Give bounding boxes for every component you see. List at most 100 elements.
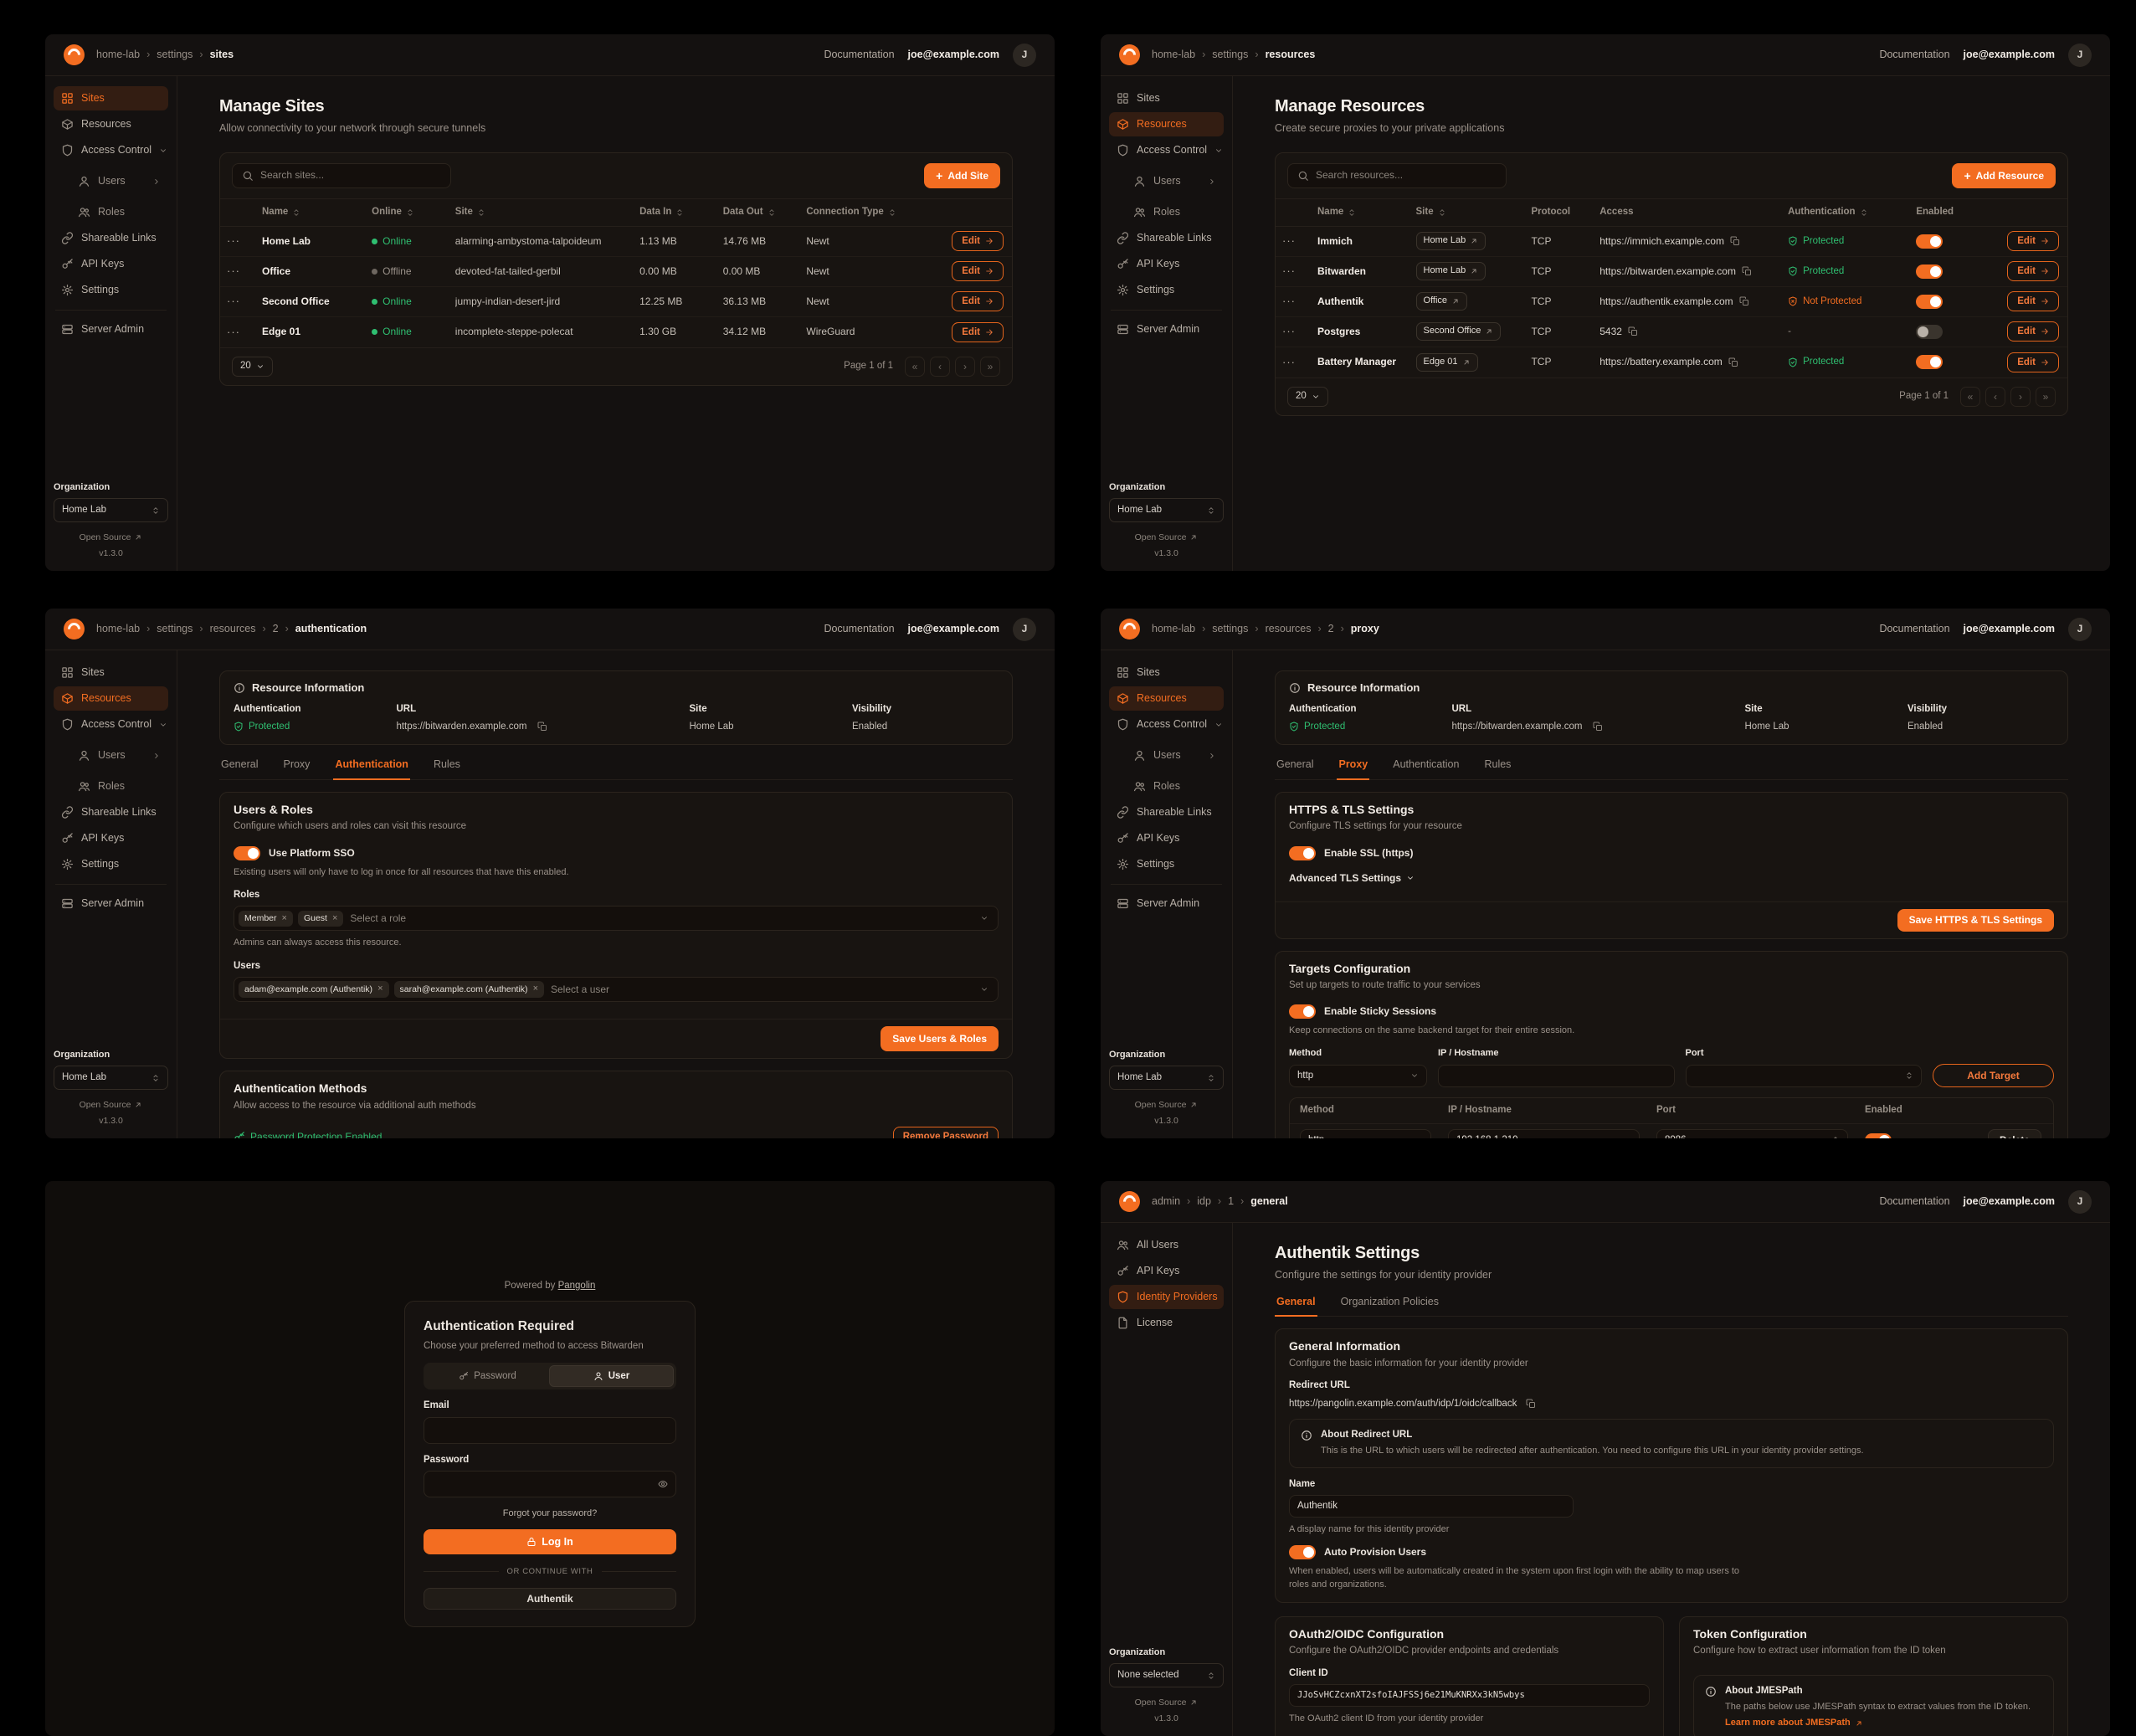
tab[interactable]: Authentication	[1393, 758, 1460, 770]
sidebar-item[interactable]: Access Control	[54, 138, 168, 162]
sidebar-item[interactable]: Settings	[1109, 852, 1224, 876]
breadcrumb-item[interactable]: idp	[1180, 1195, 1211, 1209]
client-id-input[interactable]: JJoSvHCZcxnXT2sfoIAJFSSj6e21MuKNRXx3kN5w…	[1289, 1683, 1650, 1707]
sidebar-item[interactable]: License	[1109, 1311, 1224, 1335]
open-source-link[interactable]: Open Source	[1109, 532, 1224, 543]
column-header[interactable]: Connection Type	[806, 206, 925, 218]
breadcrumb-item[interactable]: home-lab	[96, 48, 141, 60]
edit-button[interactable]: Edit	[2007, 352, 2059, 372]
row-menu-button[interactable]: ···	[1282, 234, 1296, 247]
sidebar-item[interactable]: All Users	[1109, 1233, 1224, 1257]
open-source-link[interactable]: Open Source	[1109, 1100, 1224, 1111]
edit-button[interactable]: Edit	[952, 321, 1004, 342]
breadcrumb-item[interactable]: home-lab	[1152, 48, 1196, 60]
delete-target-button[interactable]: Delete	[1987, 1129, 2041, 1138]
breadcrumb-item[interactable]: proxy	[1334, 623, 1379, 636]
user-email[interactable]: joe@example.com	[1963, 622, 2055, 634]
email-input[interactable]	[424, 1416, 676, 1444]
sidebar-item[interactable]: Resources	[54, 112, 168, 136]
target-port-input[interactable]: 8086	[1656, 1128, 1848, 1138]
sidebar-item[interactable]: Access Control	[1109, 138, 1224, 162]
breadcrumb-item[interactable]: resources	[193, 623, 256, 636]
user-avatar[interactable]: J	[2068, 43, 2092, 67]
edit-button[interactable]: Edit	[952, 231, 1004, 252]
sidebar-item[interactable]: Sites	[54, 660, 168, 685]
sidebar-item[interactable]: API Keys	[54, 252, 168, 276]
sidebar-item[interactable]: API Keys	[1109, 1259, 1224, 1283]
sidebar-item[interactable]: Settings	[1109, 278, 1224, 302]
sidebar-item[interactable]: Roles	[70, 774, 168, 799]
search-input[interactable]: Search sites...	[232, 162, 451, 188]
tab[interactable]: General	[221, 758, 259, 770]
breadcrumb-item[interactable]: 2	[255, 623, 279, 636]
tab[interactable]: Proxy	[1337, 757, 1369, 780]
column-header[interactable]: Protocol	[1531, 207, 1571, 218]
edit-button[interactable]: Edit	[2007, 231, 2059, 252]
breadcrumb-item[interactable]: home-lab	[1152, 622, 1196, 634]
sidebar-item[interactable]: Shareable Links	[54, 800, 168, 824]
forgot-password-link[interactable]: Forgot your password?	[502, 1507, 598, 1518]
search-input[interactable]: Search resources...	[1287, 162, 1507, 188]
row-menu-button[interactable]: ···	[1282, 355, 1296, 368]
sidebar-item[interactable]: Shareable Links	[1109, 226, 1224, 250]
sidebar-item[interactable]: Roles	[1126, 200, 1224, 224]
site-badge[interactable]: Edge 01	[1415, 352, 1478, 372]
tab-user[interactable]: User	[549, 1365, 674, 1388]
tab[interactable]: Rules	[433, 758, 460, 770]
organization-selector[interactable]: Home Lab	[54, 1066, 168, 1090]
edit-button[interactable]: Edit	[2007, 291, 2059, 312]
add-site-button[interactable]: + Add Site	[924, 162, 1000, 188]
edit-button[interactable]: Edit	[2007, 321, 2059, 342]
breadcrumb-item[interactable]: settings	[140, 623, 193, 636]
role-chip[interactable]: Member ×	[239, 910, 293, 927]
breadcrumb-item[interactable]: resources	[1248, 623, 1312, 636]
column-header[interactable]: Data In	[639, 206, 723, 218]
documentation-link[interactable]: Documentation	[1879, 622, 1950, 634]
page-size-select[interactable]: 20	[1287, 386, 1328, 407]
column-header[interactable]: Data Out	[723, 206, 807, 218]
remove-password-button[interactable]: Remove Password	[892, 1127, 999, 1138]
site-badge[interactable]: Home Lab	[1415, 232, 1486, 250]
user-email[interactable]: joe@example.com	[907, 48, 999, 60]
tab[interactable]: Organization Policies	[1340, 1295, 1439, 1307]
sidebar-item[interactable]: Shareable Links	[1109, 800, 1224, 824]
tab[interactable]: Rules	[1484, 758, 1512, 770]
sidebar-item[interactable]: Settings	[54, 278, 168, 302]
next-page-button[interactable]: ›	[955, 356, 975, 377]
add-resource-button[interactable]: + Add Resource	[1952, 162, 2056, 188]
sidebar-item[interactable]: Users	[1126, 743, 1224, 768]
login-button[interactable]: Log In	[424, 1528, 676, 1554]
first-page-button[interactable]: «	[1960, 386, 1980, 407]
remove-chip-icon[interactable]: ×	[532, 984, 538, 994]
user-avatar[interactable]: J	[2068, 1189, 2092, 1214]
next-page-button[interactable]: ›	[2010, 386, 2031, 407]
remove-chip-icon[interactable]: ×	[281, 912, 287, 923]
edit-button[interactable]: Edit	[2007, 261, 2059, 282]
site-badge[interactable]: Office	[1415, 292, 1468, 311]
user-avatar[interactable]: J	[2068, 617, 2092, 641]
organization-selector[interactable]: Home Lab	[1109, 498, 1224, 522]
breadcrumb-item[interactable]: 1	[1211, 1195, 1234, 1209]
sidebar-item[interactable]: Access Control	[1109, 712, 1224, 737]
column-header[interactable]: Enabled	[1916, 207, 1954, 218]
row-menu-button[interactable]: ···	[227, 234, 240, 247]
enabled-toggle[interactable]	[1916, 294, 1943, 309]
breadcrumb-item[interactable]: home-lab	[96, 622, 141, 634]
pangolin-link[interactable]: Pangolin	[557, 1281, 596, 1291]
prev-page-button[interactable]: ‹	[1985, 386, 2005, 407]
jmespath-link[interactable]: Learn more about JMESPath	[1725, 1718, 1863, 1729]
prev-page-button[interactable]: ‹	[930, 356, 950, 377]
sidebar-item[interactable]: Users	[1126, 169, 1224, 193]
tab[interactable]: Authentication	[333, 757, 410, 780]
sidebar-item[interactable]: Shareable Links	[54, 226, 168, 250]
roles-multiselect[interactable]: Member × Guest × Select a role	[234, 906, 999, 932]
breadcrumb-item[interactable]: authentication	[279, 623, 367, 636]
copy-icon[interactable]	[1739, 296, 1749, 306]
documentation-link[interactable]: Documentation	[1879, 1194, 1950, 1207]
sidebar-item[interactable]: Users	[70, 743, 168, 768]
organization-selector[interactable]: Home Lab	[1109, 1066, 1224, 1090]
organization-selector[interactable]: Home Lab	[54, 498, 168, 522]
tab[interactable]: General	[1276, 758, 1314, 770]
name-input[interactable]: Authentik	[1289, 1495, 1574, 1518]
tab[interactable]: General	[1275, 1294, 1317, 1317]
